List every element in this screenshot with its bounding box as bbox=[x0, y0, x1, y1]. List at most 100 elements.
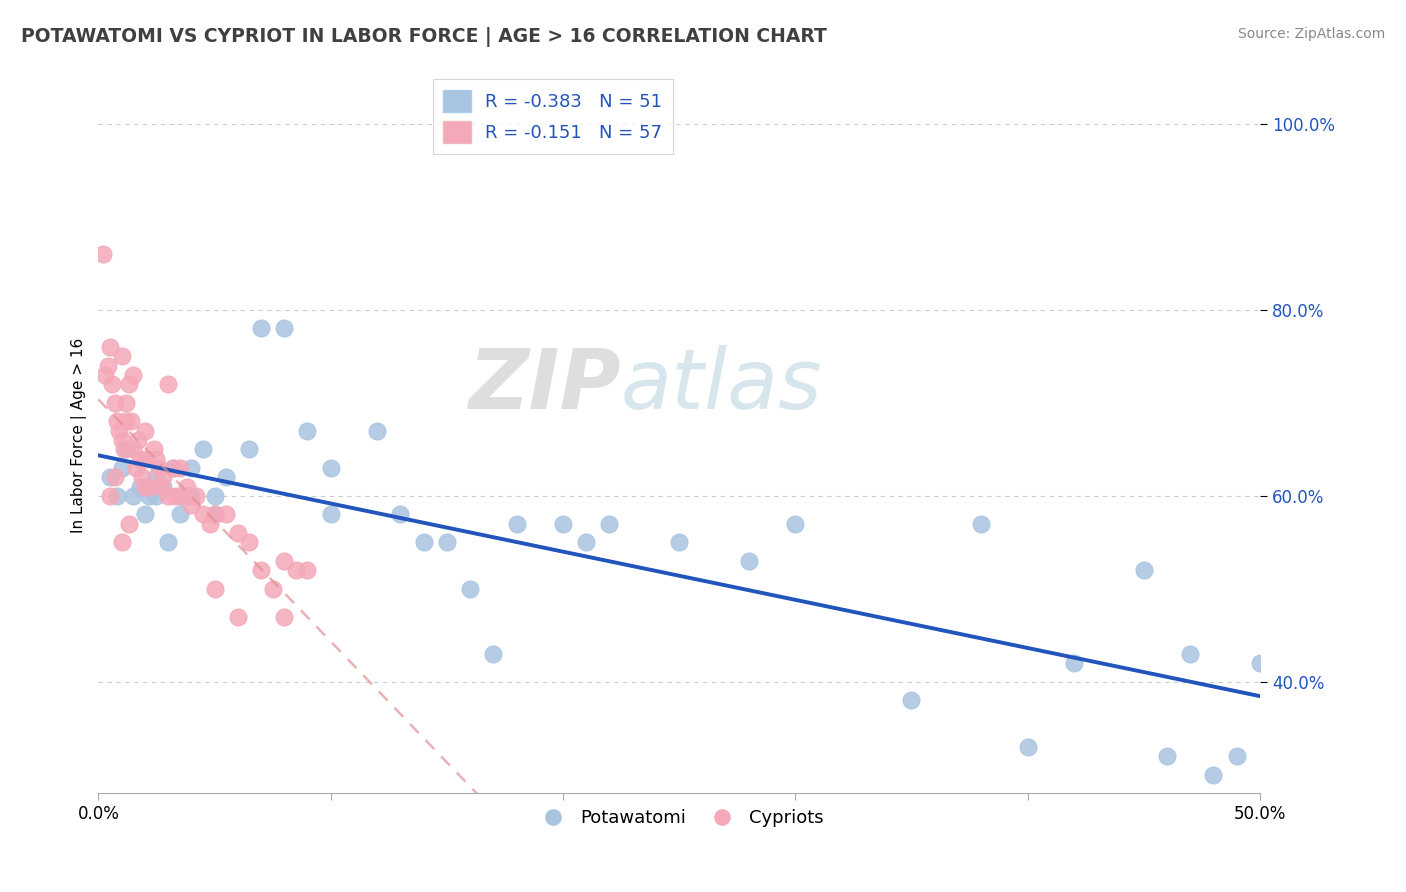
Text: Source: ZipAtlas.com: Source: ZipAtlas.com bbox=[1237, 27, 1385, 41]
Point bbox=[129, 479, 152, 493]
Point bbox=[297, 424, 319, 438]
Point bbox=[145, 489, 167, 503]
Point bbox=[112, 442, 135, 457]
Point bbox=[122, 489, 145, 503]
Point bbox=[148, 461, 170, 475]
Point bbox=[129, 451, 152, 466]
Text: atlas: atlas bbox=[621, 345, 823, 425]
Point bbox=[131, 470, 153, 484]
Point bbox=[204, 508, 226, 522]
Point bbox=[184, 489, 207, 503]
Point bbox=[551, 516, 574, 531]
Point bbox=[115, 396, 138, 410]
Point bbox=[97, 359, 120, 373]
Point bbox=[136, 451, 159, 466]
Point bbox=[226, 526, 249, 541]
Point bbox=[157, 489, 180, 503]
Point bbox=[226, 609, 249, 624]
Point bbox=[108, 424, 131, 438]
Point bbox=[127, 433, 149, 447]
Point bbox=[1063, 656, 1085, 670]
Text: POTAWATOMI VS CYPRIOT IN LABOR FORCE | AGE > 16 CORRELATION CHART: POTAWATOMI VS CYPRIOT IN LABOR FORCE | A… bbox=[21, 27, 827, 46]
Point bbox=[104, 470, 127, 484]
Point bbox=[262, 582, 284, 596]
Point bbox=[482, 647, 505, 661]
Point bbox=[105, 414, 128, 428]
Point bbox=[273, 321, 295, 335]
Point bbox=[150, 479, 173, 493]
Point bbox=[98, 470, 121, 484]
Point bbox=[134, 508, 156, 522]
Point bbox=[970, 516, 993, 531]
Point bbox=[180, 489, 202, 503]
Point bbox=[668, 535, 690, 549]
Y-axis label: In Labor Force | Age > 16: In Labor Force | Age > 16 bbox=[72, 338, 87, 533]
Point bbox=[273, 609, 295, 624]
Point bbox=[458, 582, 481, 596]
Point bbox=[163, 489, 186, 503]
Point bbox=[1202, 768, 1225, 782]
Point bbox=[105, 489, 128, 503]
Point bbox=[215, 508, 238, 522]
Point bbox=[91, 247, 114, 261]
Point bbox=[191, 442, 214, 457]
Point bbox=[176, 489, 198, 503]
Point bbox=[98, 340, 121, 354]
Point bbox=[436, 535, 458, 549]
Point bbox=[273, 554, 295, 568]
Point bbox=[104, 396, 127, 410]
Point bbox=[157, 377, 180, 392]
Point bbox=[134, 424, 156, 438]
Point bbox=[250, 321, 273, 335]
Point bbox=[1249, 656, 1271, 670]
Point bbox=[110, 535, 132, 549]
Point bbox=[169, 461, 191, 475]
Point bbox=[505, 516, 527, 531]
Point bbox=[1226, 749, 1249, 764]
Point bbox=[115, 414, 138, 428]
Point bbox=[110, 350, 132, 364]
Point bbox=[143, 442, 166, 457]
Text: ZIP: ZIP bbox=[468, 345, 621, 425]
Point bbox=[284, 563, 307, 577]
Point bbox=[124, 461, 146, 475]
Point bbox=[120, 414, 142, 428]
Point bbox=[389, 508, 412, 522]
Point bbox=[204, 508, 226, 522]
Point bbox=[162, 461, 184, 475]
Point bbox=[204, 489, 226, 503]
Point bbox=[122, 442, 145, 457]
Point bbox=[94, 368, 117, 382]
Point bbox=[204, 582, 226, 596]
Point bbox=[170, 489, 193, 503]
Point bbox=[1133, 563, 1156, 577]
Point bbox=[110, 433, 132, 447]
Point bbox=[157, 535, 180, 549]
Point bbox=[238, 535, 260, 549]
Point bbox=[176, 479, 198, 493]
Point bbox=[412, 535, 434, 549]
Point bbox=[117, 377, 139, 392]
Point bbox=[169, 489, 191, 503]
Point bbox=[575, 535, 598, 549]
Point bbox=[319, 461, 342, 475]
Point bbox=[134, 479, 156, 493]
Point bbox=[169, 508, 191, 522]
Point bbox=[319, 508, 342, 522]
Point bbox=[1180, 647, 1202, 661]
Point bbox=[152, 479, 174, 493]
Point bbox=[1017, 739, 1039, 754]
Point bbox=[215, 470, 238, 484]
Point bbox=[117, 516, 139, 531]
Point bbox=[366, 424, 388, 438]
Point bbox=[900, 693, 922, 707]
Point bbox=[198, 516, 221, 531]
Point bbox=[598, 516, 620, 531]
Point bbox=[738, 554, 761, 568]
Point bbox=[145, 451, 167, 466]
Point bbox=[98, 489, 121, 503]
Point bbox=[152, 470, 174, 484]
Point bbox=[145, 470, 167, 484]
Point bbox=[785, 516, 807, 531]
Legend: Potawatomi, Cypriots: Potawatomi, Cypriots bbox=[527, 802, 831, 834]
